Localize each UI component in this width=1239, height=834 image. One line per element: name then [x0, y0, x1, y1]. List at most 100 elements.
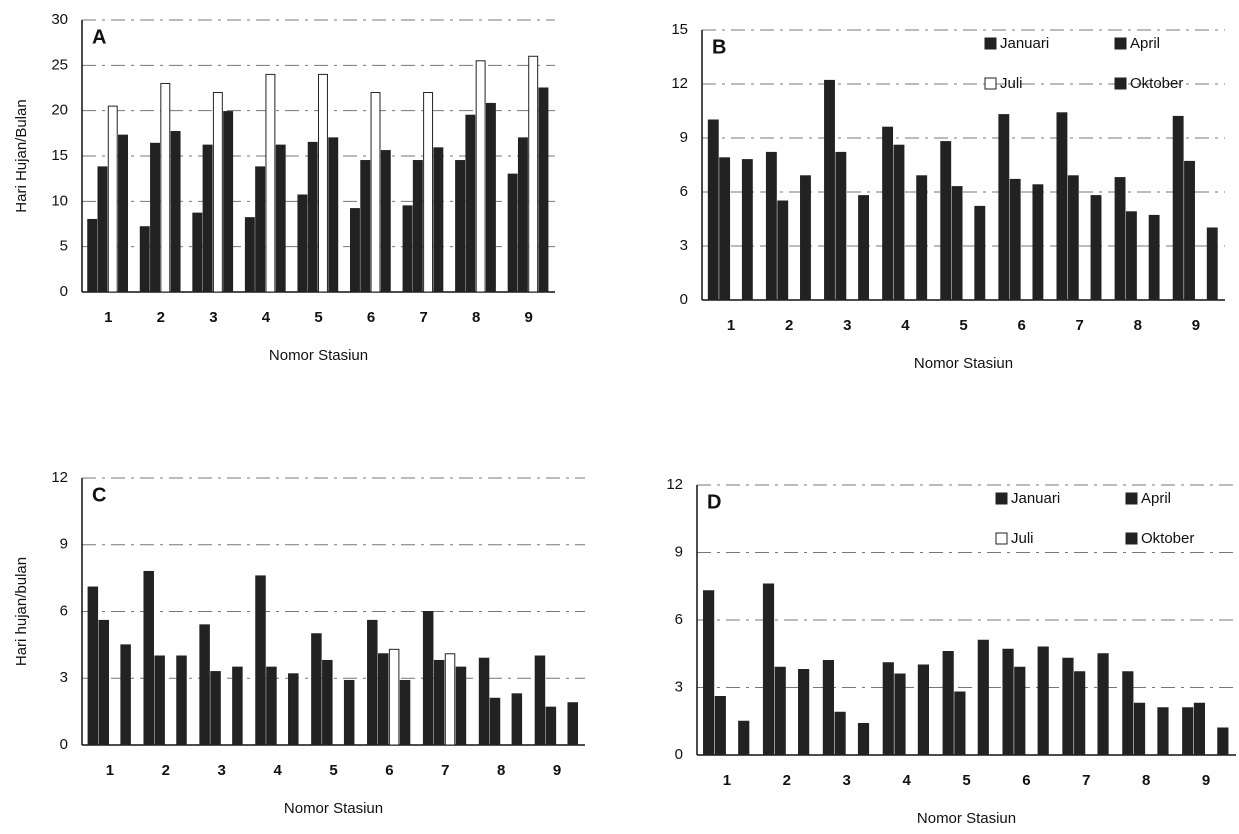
bar [490, 698, 500, 745]
panel-title: A [92, 26, 106, 48]
bar [151, 143, 160, 292]
y-tick-label: 10 [51, 192, 68, 209]
bar [171, 132, 180, 292]
bar [799, 670, 809, 756]
y-tick-label: 3 [60, 669, 68, 686]
x-tick-label: 8 [1134, 317, 1142, 334]
bar [823, 661, 833, 756]
bar [400, 680, 410, 745]
bar [423, 612, 433, 746]
bar [739, 721, 749, 755]
bar [1158, 708, 1168, 755]
bar [941, 142, 951, 300]
legend-label: Juli [1011, 530, 1034, 547]
bar [378, 654, 388, 745]
bar [245, 218, 254, 292]
bar [952, 187, 962, 300]
bar [1185, 161, 1195, 300]
bar [445, 654, 455, 745]
x-tick-label: 3 [843, 772, 851, 789]
bar [140, 227, 149, 292]
bar [88, 587, 98, 745]
x-tick-label: 7 [1082, 772, 1090, 789]
y-tick-label: 15 [51, 147, 68, 164]
bar [308, 142, 317, 292]
y-tick-label: 9 [680, 129, 688, 146]
bar [119, 135, 128, 292]
bar [211, 672, 221, 745]
bar [1075, 672, 1085, 755]
bar [778, 201, 788, 300]
bar [319, 74, 328, 292]
bar [917, 176, 927, 300]
bar [200, 625, 210, 745]
bar [715, 697, 725, 756]
x-tick-label: 3 [218, 762, 226, 779]
bar [546, 707, 556, 745]
x-tick-label: 4 [262, 309, 271, 326]
y-tick-label: 3 [680, 237, 688, 254]
bar [456, 667, 466, 745]
x-tick-label: 2 [785, 317, 793, 334]
bar [323, 660, 333, 745]
legend-swatch [1115, 38, 1126, 49]
legend-swatch [1126, 493, 1137, 504]
legend-swatch [985, 78, 996, 89]
bar [99, 620, 109, 745]
x-tick-label: 5 [962, 772, 970, 789]
bar [775, 667, 785, 755]
x-tick-label: 3 [843, 317, 851, 334]
bar [121, 645, 131, 745]
bar [1123, 672, 1133, 755]
bar [161, 83, 170, 292]
bar [895, 674, 905, 755]
x-tick-label: 3 [209, 309, 217, 326]
bar [1091, 196, 1101, 300]
x-tick-label: 5 [329, 762, 337, 779]
bar [486, 103, 495, 292]
panel-title: C [92, 484, 106, 506]
bar [466, 115, 475, 292]
bar [1033, 185, 1043, 300]
x-tick-label: 9 [1202, 772, 1210, 789]
bar [1183, 708, 1193, 755]
bar [1134, 703, 1144, 755]
legend-swatch [985, 38, 996, 49]
bar [476, 61, 485, 292]
y-tick-label: 12 [671, 75, 688, 92]
bar [144, 571, 154, 745]
bar [1038, 647, 1048, 755]
legend-label: Oktober [1141, 530, 1194, 547]
x-tick-label: 2 [157, 309, 165, 326]
bar [98, 167, 107, 292]
x-tick-label: 8 [497, 762, 505, 779]
bar [943, 652, 953, 756]
bar [568, 703, 578, 745]
bar [859, 196, 869, 300]
y-tick-label: 9 [675, 543, 683, 560]
bar [155, 656, 165, 745]
bar [858, 724, 868, 756]
bar [742, 160, 752, 300]
bar [413, 161, 422, 292]
y-axis-label: Hari Hujan/Bulan [13, 99, 30, 212]
bar [203, 145, 212, 292]
x-tick-label: 5 [314, 309, 322, 326]
y-tick-label: 20 [51, 102, 68, 119]
bar [704, 591, 714, 755]
y-tick-label: 12 [666, 476, 683, 493]
bar [763, 584, 773, 755]
bar [389, 649, 399, 745]
bar [1063, 658, 1073, 755]
bar [289, 674, 299, 745]
bar [224, 112, 233, 292]
bar [766, 152, 776, 300]
x-tick-label: 9 [553, 762, 561, 779]
x-tick-label: 8 [1142, 772, 1150, 789]
x-axis-label: Nomor Stasiun [914, 355, 1013, 372]
y-tick-label: 6 [675, 611, 683, 628]
bar [1115, 178, 1125, 300]
bar [233, 667, 243, 745]
bar [539, 88, 548, 292]
bar [508, 174, 517, 292]
